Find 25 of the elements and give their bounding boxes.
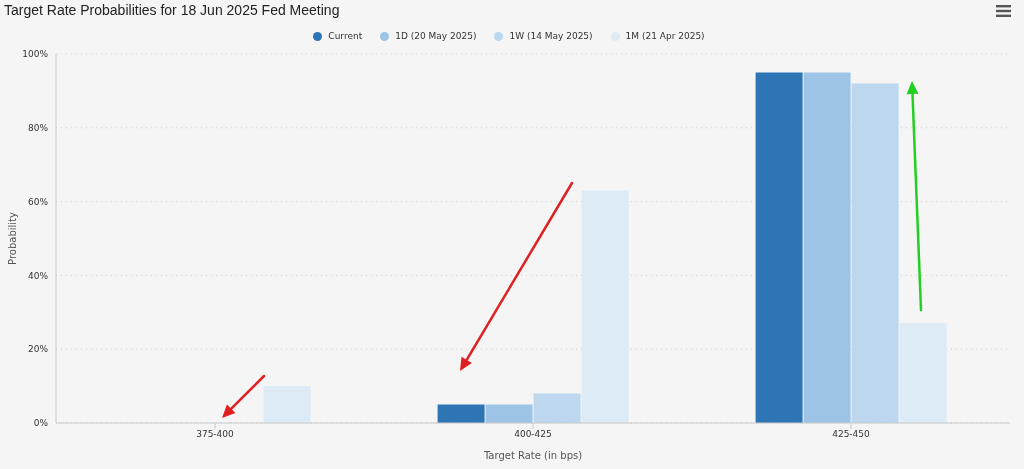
legend-label: 1D (20 May 2025) xyxy=(395,31,477,41)
bar xyxy=(899,323,947,423)
legend-label: Current xyxy=(328,31,363,41)
bar xyxy=(437,404,485,423)
y-tick-label: 20% xyxy=(27,344,49,355)
legend-label: 1W (14 May 2025) xyxy=(509,31,593,41)
bar xyxy=(803,72,851,423)
y-tick-label: 60% xyxy=(27,196,49,207)
chart-title: Target Rate Probabilities for 18 Jun 2025 Fed Meeting xyxy=(4,2,340,18)
x-tick-label: 425-450 xyxy=(832,429,871,440)
bar xyxy=(533,393,581,423)
bar xyxy=(755,72,803,423)
bar xyxy=(581,190,629,423)
x-tick-label: 375-400 xyxy=(196,429,235,440)
y-tick-label: 80% xyxy=(27,123,49,133)
x-tick-label: 400-425 xyxy=(514,429,552,440)
legend-label: 1M (21 Apr 2025) xyxy=(625,31,705,41)
bar xyxy=(263,386,311,423)
bar xyxy=(851,83,899,423)
y-tick-label: 100% xyxy=(22,49,49,60)
y-axis-title: Probability xyxy=(6,211,18,265)
x-axis-title: Target Rate (in bps) xyxy=(482,450,583,461)
y-tick-label: 0% xyxy=(33,418,49,429)
y-tick-label: 40% xyxy=(27,270,49,281)
bar xyxy=(485,404,533,423)
